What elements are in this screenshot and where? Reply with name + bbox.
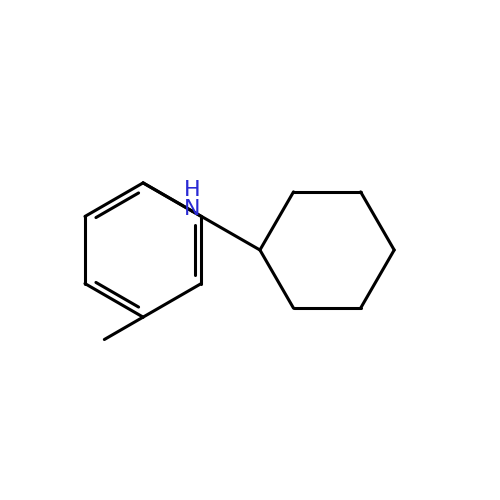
Text: N: N <box>184 198 200 218</box>
Text: H: H <box>184 180 200 200</box>
